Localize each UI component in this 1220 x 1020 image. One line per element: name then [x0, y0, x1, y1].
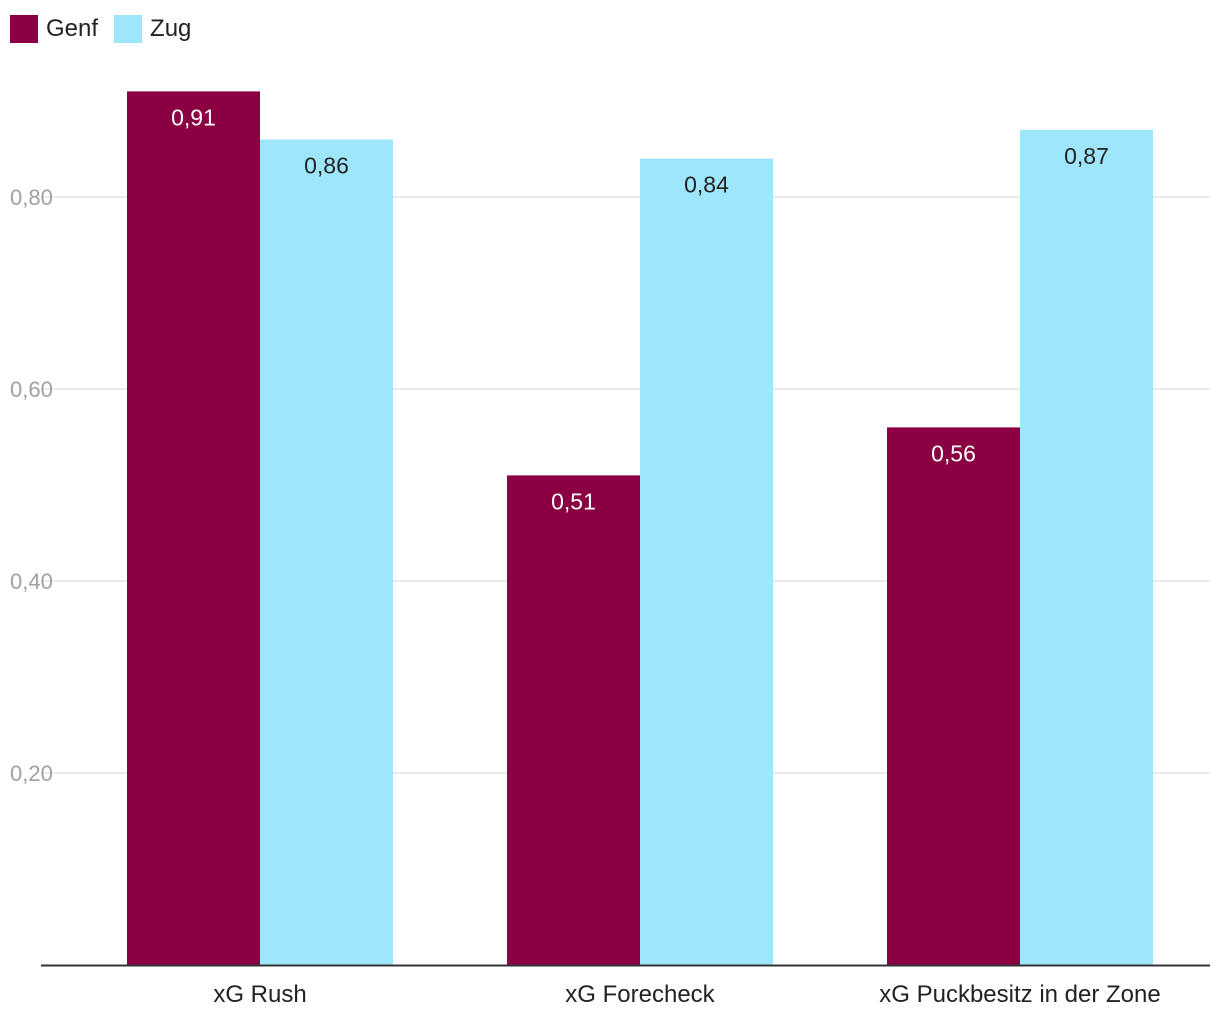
x-category-label: xG Forecheck [565, 981, 715, 1008]
bar-genf [507, 475, 640, 965]
legend-item-zug[interactable]: Zug [114, 15, 191, 43]
data-label: 0,56 [931, 440, 976, 466]
legend: Genf Zug [10, 14, 207, 44]
legend-swatch-zug [114, 15, 143, 43]
data-label: 0,51 [551, 488, 596, 514]
legend-label-genf: Genf [46, 15, 99, 42]
legend-label-zug: Zug [150, 15, 192, 42]
y-tick-label: 0,80 [10, 185, 53, 210]
bar-zug [640, 158, 773, 966]
data-label: 0,91 [171, 104, 216, 130]
legend-item-genf[interactable]: Genf [10, 15, 98, 43]
bar-genf [127, 91, 260, 965]
y-tick-label: 0,60 [10, 377, 53, 402]
bar-zug [260, 139, 393, 965]
y-tick-label: 0,20 [10, 761, 53, 786]
y-tick-label: 0,40 [10, 569, 53, 594]
x-category-label: xG Rush [213, 981, 306, 1008]
x-category-label: xG Puckbesitz in der Zone [879, 981, 1160, 1008]
legend-swatch-genf [10, 15, 38, 43]
bar-genf [887, 427, 1020, 965]
bar-zug [1020, 129, 1153, 966]
data-label: 0,87 [1064, 143, 1109, 169]
data-label: 0,86 [304, 152, 349, 178]
data-label: 0,84 [684, 172, 729, 198]
